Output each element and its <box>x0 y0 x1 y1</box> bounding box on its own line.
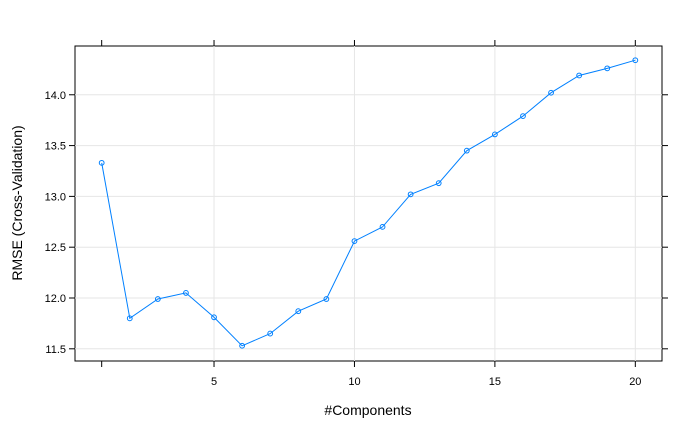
series-line <box>101 59 636 347</box>
data-point <box>491 131 498 138</box>
data-point <box>463 147 470 154</box>
data-point <box>379 223 386 230</box>
y-tick-label: 11.5 <box>45 344 66 356</box>
y-tick-label: 13.0 <box>45 191 66 203</box>
y-tick-label: 12.5 <box>45 242 66 254</box>
data-point <box>576 72 583 79</box>
data-point <box>520 113 526 120</box>
data-point <box>183 290 189 296</box>
data-point <box>407 191 414 198</box>
y-tick-label: 13.5 <box>45 141 66 153</box>
y-tick-label: 14.0 <box>45 90 66 102</box>
data-point <box>323 296 330 302</box>
data-point <box>435 180 442 187</box>
x-tick-label: 10 <box>348 376 360 388</box>
data-point <box>267 330 274 337</box>
data-point <box>295 308 302 315</box>
data-point <box>211 314 217 321</box>
x-tick-label: 5 <box>211 376 217 388</box>
grid-lines <box>75 46 662 361</box>
y-tick-label: 12.0 <box>45 293 66 305</box>
x-tick-label: 20 <box>629 376 641 388</box>
data-point <box>239 342 246 349</box>
tick-labels: 5 10 15 20 11.5 12.0 12.5 13.0 13.5 14.0 <box>45 90 642 388</box>
data-points <box>98 57 639 349</box>
data-point <box>351 238 358 244</box>
data-point <box>126 315 133 322</box>
x-axis-title: #Components <box>324 402 411 418</box>
axis-ticks <box>69 40 668 367</box>
data-point <box>548 89 554 96</box>
data-point <box>154 296 161 302</box>
data-point <box>98 159 105 166</box>
data-point <box>604 65 611 72</box>
data-point <box>632 57 639 64</box>
y-axis-title: RMSE (Cross-Validation) <box>9 125 25 280</box>
plot-panel <box>74 45 663 362</box>
x-tick-label: 15 <box>489 376 501 388</box>
